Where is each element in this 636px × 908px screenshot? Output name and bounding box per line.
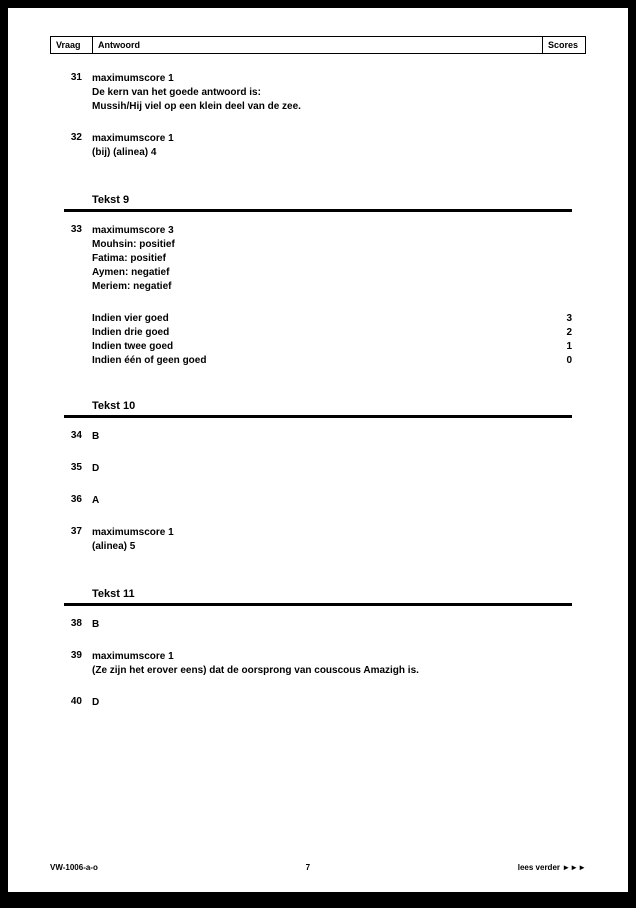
- item-row: 39 maximumscore 1 (Ze zijn het erover ee…: [64, 650, 572, 678]
- section-divider: [64, 603, 572, 606]
- header-scores: Scores: [543, 37, 585, 53]
- item-row: 37 maximumscore 1 (alinea) 5: [64, 526, 572, 554]
- answer-line: Mussih/Hij viel op een klein deel van de…: [92, 100, 572, 114]
- section-9: Tekst 9 33 maximumscore 3 Mouhsin: posit…: [64, 194, 572, 368]
- answer-line: B: [92, 430, 572, 444]
- answer-block: B: [92, 430, 572, 444]
- answer-line: maximumscore 1: [92, 132, 572, 146]
- section-divider: [64, 209, 572, 212]
- item-row: 38 B: [64, 618, 572, 632]
- answer-line: D: [92, 696, 572, 710]
- item-row: 36 A: [64, 494, 572, 508]
- section-divider: [64, 415, 572, 418]
- item-row: 31 maximumscore 1 De kern van het goede …: [64, 72, 572, 114]
- answer-line: maximumscore 1: [92, 72, 572, 86]
- answer-line: (Ze zijn het erover eens) dat de oorspro…: [92, 664, 572, 678]
- answer-block: D: [92, 696, 572, 710]
- answer-block: D: [92, 462, 572, 476]
- scoring-value: 3: [552, 312, 572, 326]
- section-10: Tekst 10 34 B 35 D 36 A: [64, 400, 572, 554]
- answer-line: Mouhsin: positief: [92, 238, 572, 252]
- item-row: 32 maximumscore 1 (bij) (alinea) 4: [64, 132, 572, 160]
- scoring-value: 1: [552, 340, 572, 354]
- answer-line: B: [92, 618, 572, 632]
- question-number: 31: [64, 72, 92, 114]
- scoring-value: 0: [552, 354, 572, 368]
- footer-left: VW-1006-a-o: [50, 863, 98, 872]
- answer-line: maximumscore 1: [92, 650, 572, 664]
- answer-line: A: [92, 494, 572, 508]
- footer-right: lees verder ►►►: [518, 863, 586, 872]
- scoring-label: Indien één of geen goed: [92, 354, 552, 368]
- answer-block: maximumscore 1 De kern van het goede ant…: [92, 72, 572, 114]
- question-number: 35: [64, 462, 92, 476]
- answer-line: maximumscore 3: [92, 224, 572, 238]
- scoring-label: Indien twee goed: [92, 340, 552, 354]
- scoring-row: Indien drie goed 2: [92, 326, 572, 340]
- scoring-row: Indien twee goed 1: [92, 340, 572, 354]
- question-number: 32: [64, 132, 92, 160]
- item-row: 33 maximumscore 3 Mouhsin: positief Fati…: [64, 224, 572, 294]
- answer-line: (alinea) 5: [92, 540, 572, 554]
- item-row: 34 B: [64, 430, 572, 444]
- answer-line: Meriem: negatief: [92, 280, 572, 294]
- answer-block: B: [92, 618, 572, 632]
- question-number: 39: [64, 650, 92, 678]
- scoring-row: Indien vier goed 3: [92, 312, 572, 326]
- answer-block: maximumscore 1 (Ze zijn het erover eens)…: [92, 650, 572, 678]
- header-vraag: Vraag: [51, 37, 93, 53]
- footer: VW-1006-a-o 7 lees verder ►►►: [50, 863, 586, 872]
- section-11: Tekst 11 38 B 39 maximumscore 1 (Ze zijn…: [64, 588, 572, 710]
- header-antwoord: Antwoord: [93, 37, 543, 53]
- section-title: Tekst 9: [92, 194, 572, 206]
- section-title: Tekst 10: [92, 400, 572, 412]
- scoring-block: Indien vier goed 3 Indien drie goed 2 In…: [92, 312, 572, 368]
- answer-line: maximumscore 1: [92, 526, 572, 540]
- answer-line: De kern van het goede antwoord is:: [92, 86, 572, 100]
- section-title: Tekst 11: [92, 588, 572, 600]
- answer-line: D: [92, 462, 572, 476]
- question-number: 36: [64, 494, 92, 508]
- scoring-row: Indien één of geen goed 0: [92, 354, 572, 368]
- answer-block: maximumscore 3 Mouhsin: positief Fatima:…: [92, 224, 572, 294]
- item-row: 40 D: [64, 696, 572, 710]
- scoring-label: Indien drie goed: [92, 326, 552, 340]
- answer-block: maximumscore 1 (alinea) 5: [92, 526, 572, 554]
- question-number: 34: [64, 430, 92, 444]
- question-number: 37: [64, 526, 92, 554]
- answer-block: A: [92, 494, 572, 508]
- question-number: 40: [64, 696, 92, 710]
- header-bar: Vraag Antwoord Scores: [50, 36, 586, 54]
- answer-line: Fatima: positief: [92, 252, 572, 266]
- answer-block: maximumscore 1 (bij) (alinea) 4: [92, 132, 572, 160]
- scoring-value: 2: [552, 326, 572, 340]
- item-row: 35 D: [64, 462, 572, 476]
- answer-line: Aymen: negatief: [92, 266, 572, 280]
- footer-center: 7: [306, 863, 310, 872]
- answer-line: (bij) (alinea) 4: [92, 146, 572, 160]
- scoring-label: Indien vier goed: [92, 312, 552, 326]
- question-number: 33: [64, 224, 92, 294]
- question-number: 38: [64, 618, 92, 632]
